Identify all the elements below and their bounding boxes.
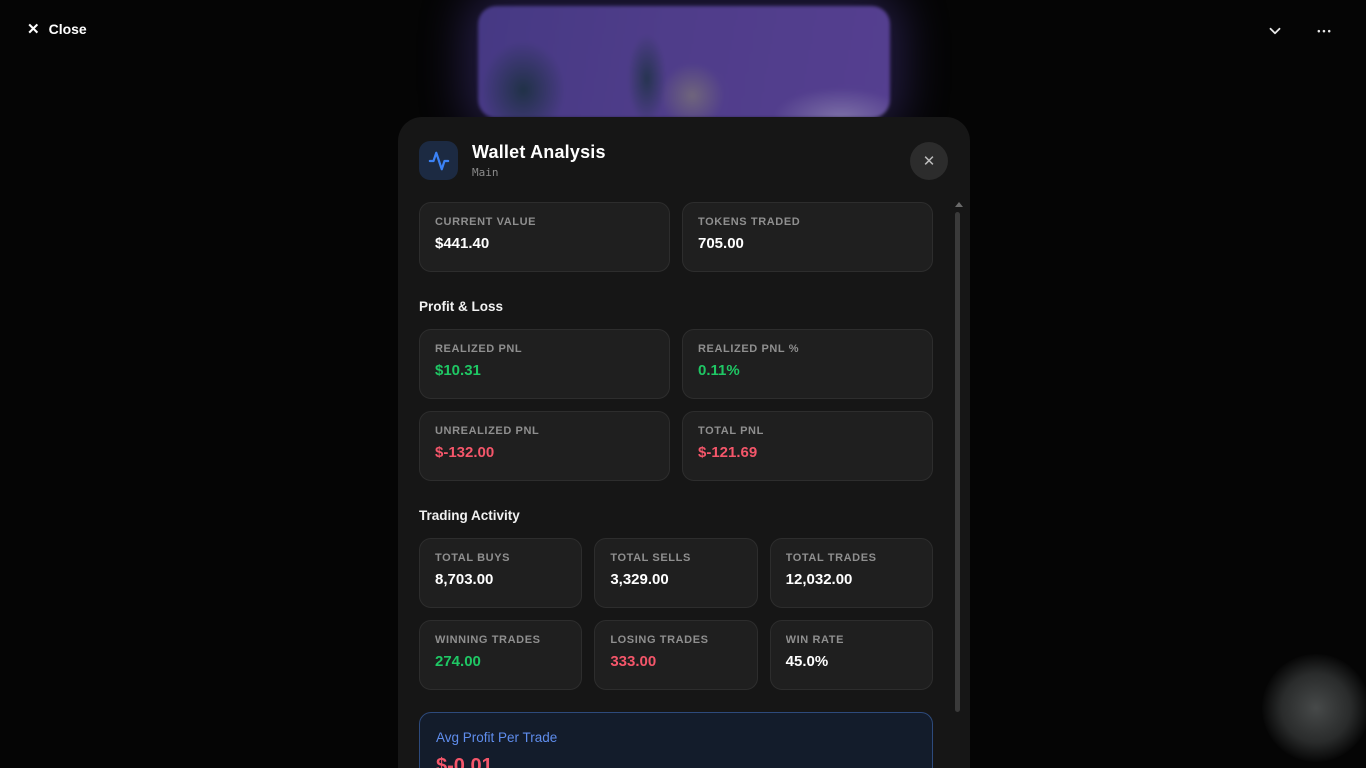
stat-card: TOTAL PNL $-121.69 (682, 411, 933, 481)
chevron-down-icon[interactable] (1262, 18, 1288, 44)
stat-card: TOTAL SELLS 3,329.00 (594, 538, 758, 608)
stat-card-grid: REALIZED PNL $10.31 REALIZED PNL % 0.11% UNR… (419, 329, 933, 481)
stat-label: WIN RATE (785, 634, 845, 646)
stat-card-grid: TOTAL BUYS 8,703.00 TOTAL SELLS 3,329.00 TOT… (419, 538, 933, 690)
stat-card: UNREALIZED PNL $-132.00 (419, 411, 670, 481)
activity-icon (419, 141, 458, 180)
stat-card: TOKENS TRADED 705.00 (682, 202, 933, 272)
stat-label: REALIZED PNL (435, 343, 523, 355)
modal-close-button[interactable]: ✕ (910, 141, 948, 180)
stat-value: $441.40 (435, 235, 490, 252)
stat-label: LOSING TRADES (610, 634, 709, 646)
stat-card: LOSING TRADES 333.00 (594, 620, 758, 690)
more-options-icon[interactable]: ••• (1317, 26, 1333, 36)
modal-subtitle: Main (472, 166, 499, 179)
modal-title: Wallet Analysis (472, 142, 606, 162)
scrollbar-thumb[interactable] (955, 212, 960, 712)
stat-value: 333.00 (610, 653, 657, 670)
stat-value: 705.00 (698, 235, 744, 252)
wallet-analysis-modal: Wallet Analysis Main ✕ CURRENT VALUE $441… (398, 117, 970, 768)
stat-value: $10.31 (435, 362, 481, 379)
close-icon: ✕ (27, 21, 40, 38)
stat-label: UNREALIZED PNL (435, 425, 540, 437)
stat-label: TOTAL BUYS (435, 552, 511, 564)
stat-value: 45.0% (785, 653, 829, 670)
close-button[interactable]: ✕ Close (27, 20, 87, 38)
header-text: Wallet Analysis Main (472, 142, 910, 179)
modal-header: Wallet Analysis Main ✕ (398, 117, 970, 198)
stat-card: REALIZED PNL % 0.11% (682, 329, 933, 399)
stat-card: TOTAL BUYS 8,703.00 (419, 538, 583, 608)
scroll-up-icon[interactable] (955, 202, 963, 207)
stat-card: TOTAL TRADES 12,032.00 (769, 538, 933, 608)
stat-card: WIN RATE 45.0% (769, 620, 933, 690)
stat-label: WINNING TRADES (435, 634, 541, 646)
stat-value: 12,032.00 (785, 571, 853, 588)
stat-value: 0.11% (698, 362, 740, 379)
stat-label: TOKENS TRADED (698, 216, 801, 228)
stat-value: $-132.00 (435, 444, 495, 461)
avg-profit-label: Avg Profit Per Trade (436, 730, 558, 745)
cursor-glow (1262, 654, 1366, 762)
stat-value: 3,329.00 (610, 571, 669, 588)
stat-value: 8,703.00 (435, 571, 494, 588)
top-right-actions: ••• (1262, 18, 1338, 44)
stat-card: WINNING TRADES 274.00 (419, 620, 583, 690)
close-button-label: Close (48, 21, 87, 37)
modal-close-icon: ✕ (922, 152, 936, 170)
modal-body: CURRENT VALUE $441.40 TOKENS TRADED 705.00 P… (398, 198, 970, 768)
stat-card-grid: CURRENT VALUE $441.40 TOKENS TRADED 705.00 (419, 202, 933, 272)
blurred-chart-banner (478, 6, 890, 118)
stat-card: CURRENT VALUE $441.40 (419, 202, 670, 272)
stat-value: 274.00 (435, 653, 481, 670)
stat-label: TOTAL SELLS (610, 552, 691, 564)
stat-label: TOTAL PNL (698, 425, 764, 437)
section-heading: Trading Activity (419, 508, 520, 523)
stat-label: REALIZED PNL % (698, 343, 800, 355)
modal-scrollbar[interactable] (954, 200, 963, 768)
stat-label: TOTAL TRADES (785, 552, 877, 564)
avg-profit-card: Avg Profit Per Trade $-0.01 (419, 712, 933, 768)
section-heading: Profit & Loss (419, 299, 504, 314)
stat-label: CURRENT VALUE (435, 216, 537, 228)
stat-card: REALIZED PNL $10.31 (419, 329, 670, 399)
stat-value: $-121.69 (698, 444, 758, 461)
stat-groups: CURRENT VALUE $441.40 TOKENS TRADED 705.00 P… (419, 202, 933, 690)
avg-profit-value: $-0.01 (436, 755, 493, 768)
